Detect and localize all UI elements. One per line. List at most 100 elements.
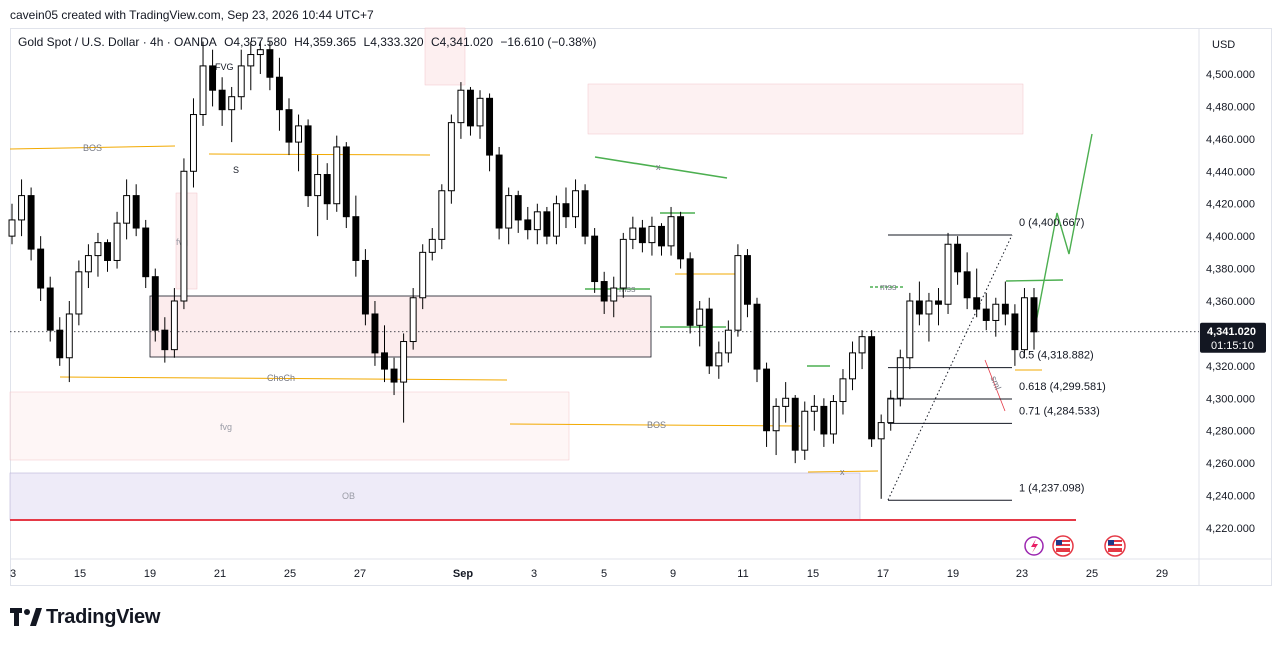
candle-body[interactable]: [361, 259, 369, 315]
candle-body[interactable]: [190, 114, 197, 172]
candle-body[interactable]: [944, 243, 952, 305]
candle-body[interactable]: [18, 195, 26, 221]
candle-body[interactable]: [686, 258, 694, 326]
candle-body[interactable]: [505, 195, 513, 229]
candle-body[interactable]: [228, 96, 236, 111]
candle-body[interactable]: [295, 125, 303, 143]
supply-zone-top[interactable]: [424, 27, 466, 86]
choch-line[interactable]: [59, 376, 508, 381]
candle-body[interactable]: [352, 216, 360, 261]
candle-body[interactable]: [629, 227, 637, 240]
candle-body[interactable]: [782, 397, 790, 407]
candle-body[interactable]: [839, 378, 847, 403]
us-flag-event-icon[interactable]: [1052, 535, 1074, 557]
candle-body[interactable]: [390, 368, 398, 383]
candle-body[interactable]: [495, 154, 503, 229]
candle-body[interactable]: [256, 49, 264, 56]
candle-body[interactable]: [333, 146, 341, 205]
sml-line[interactable]: [984, 359, 1006, 412]
candle-body[interactable]: [161, 329, 169, 351]
bos-upper-line[interactable]: [9, 145, 176, 150]
candle-body[interactable]: [696, 308, 704, 326]
candle-body[interactable]: [486, 97, 494, 156]
candle-body[interactable]: [476, 97, 484, 127]
fib-retracement[interactable]: 0 (4,400.667) 0.5 (4,318.882) 0.618 (4,299…: [888, 217, 1106, 501]
us-flag-event-icon-2[interactable]: [1104, 535, 1126, 557]
fib-trend-line[interactable]: [887, 234, 1013, 501]
lightning-event-icon[interactable]: [1024, 536, 1044, 556]
s-level-line[interactable]: [208, 153, 431, 156]
candle-body[interactable]: [285, 109, 293, 143]
candle-body[interactable]: [715, 352, 723, 367]
candle-body[interactable]: [915, 300, 923, 315]
candle-body[interactable]: [973, 297, 981, 310]
candle-body[interactable]: [447, 122, 455, 192]
candle-body[interactable]: [743, 255, 751, 305]
candle-body[interactable]: [400, 341, 408, 383]
candle-body[interactable]: [65, 313, 73, 359]
candle-body[interactable]: [304, 125, 312, 197]
candle-body[interactable]: [514, 195, 522, 221]
candle-body[interactable]: [524, 219, 532, 231]
candle-body[interactable]: [1030, 297, 1038, 333]
candle-body[interactable]: [533, 211, 541, 231]
candle-body[interactable]: [1001, 303, 1009, 315]
candle-body[interactable]: [314, 174, 322, 197]
candle-body[interactable]: [954, 243, 962, 273]
candle-body[interactable]: [180, 170, 188, 302]
candle-body[interactable]: [275, 76, 283, 111]
candle-body[interactable]: [409, 297, 417, 343]
candle-body[interactable]: [170, 300, 178, 351]
candle-body[interactable]: [552, 203, 560, 237]
green-trendline-upper[interactable]: [594, 156, 728, 179]
candle-body[interactable]: [982, 308, 990, 321]
candle-body[interactable]: [820, 405, 828, 435]
candle-body[interactable]: [428, 238, 436, 253]
candle-body[interactable]: [266, 49, 274, 78]
candle-body[interactable]: [1020, 297, 1028, 351]
candle-body[interactable]: [27, 195, 35, 250]
fvg-zone-lower[interactable]: [9, 391, 570, 461]
candle-body[interactable]: [8, 219, 16, 237]
candle-body[interactable]: [677, 216, 685, 260]
candle-body[interactable]: [199, 65, 207, 116]
candle-body[interactable]: [142, 227, 150, 278]
candle-body[interactable]: [667, 216, 675, 247]
candle-body[interactable]: [801, 410, 809, 451]
currency-selector[interactable]: USD: [1212, 39, 1236, 51]
orange-level-low[interactable]: [807, 470, 879, 473]
candle-body[interactable]: [925, 300, 933, 315]
candle-body[interactable]: [237, 65, 245, 98]
candle-body[interactable]: [935, 300, 942, 305]
candle-body[interactable]: [772, 405, 780, 432]
candle-body[interactable]: [791, 397, 799, 451]
candle-body[interactable]: [887, 397, 895, 424]
candle-body[interactable]: [46, 287, 54, 331]
candle-body[interactable]: [591, 235, 599, 283]
candle-body[interactable]: [877, 422, 885, 440]
candle-body[interactable]: [658, 225, 665, 247]
candle-body[interactable]: [763, 368, 771, 432]
candle-body[interactable]: [218, 89, 226, 111]
candle-body[interactable]: [610, 287, 618, 302]
price-axis[interactable]: 4,220.000 4,240.000 4,260.000 4,280.000 4,30…: [1206, 69, 1255, 535]
candle-body[interactable]: [963, 271, 971, 299]
candle-body[interactable]: [132, 195, 140, 229]
candle-body[interactable]: [151, 276, 159, 331]
candle-body[interactable]: [94, 242, 102, 257]
candle-body[interactable]: [247, 54, 255, 67]
candle-body[interactable]: [1011, 313, 1019, 351]
candle-body[interactable]: [600, 281, 608, 302]
candle-body[interactable]: [638, 227, 646, 244]
candle-body[interactable]: [562, 203, 570, 218]
candle-body[interactable]: [648, 225, 656, 244]
candles-group[interactable]: [8, 41, 1038, 499]
green-level-right[interactable]: [1005, 279, 1064, 282]
candle-body[interactable]: [123, 195, 131, 224]
candle-body[interactable]: [906, 300, 914, 359]
supply-zone-right[interactable]: [587, 83, 1024, 135]
candle-body[interactable]: [323, 174, 331, 205]
candle-body[interactable]: [858, 336, 866, 354]
chart-canvas[interactable]: BOS S FVG fvg ChoCh fvg BOS OB x mss x m…: [0, 0, 1281, 600]
candle-body[interactable]: [457, 89, 465, 124]
